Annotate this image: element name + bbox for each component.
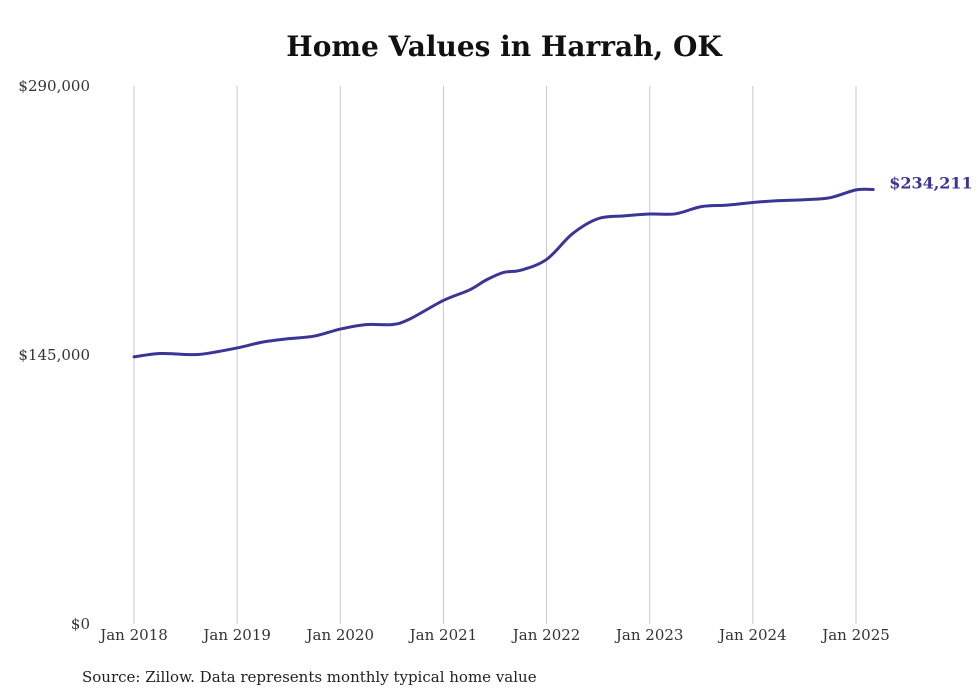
source-note: Source: Zillow. Data represents monthly … (82, 668, 537, 686)
y-tick-label: $145,000 (18, 346, 90, 364)
x-tick-label: Jan 2022 (511, 626, 581, 644)
series-line (132, 187, 875, 359)
x-tick-label: Jan 2018 (98, 626, 168, 644)
end-value-label: $234,211 (889, 173, 973, 192)
y-tick-label: $0 (71, 615, 90, 633)
x-tick-label: Jan 2025 (820, 626, 890, 644)
grid-layer (133, 86, 857, 624)
series-layer (132, 187, 875, 359)
x-tick-label: Jan 2024 (717, 626, 787, 644)
x-tick-label: Jan 2020 (305, 626, 375, 644)
x-tick-label: Jan 2023 (614, 626, 684, 644)
line-chart: $0$145,000$290,000 Jan 2018 Jan 2019 Jan 2… (18, 77, 973, 644)
chart-title: Home Values in Harrah, OK (286, 30, 722, 63)
y-axis: $0 $145,000 $290,000 (18, 77, 90, 633)
annotation-layer: $234,211 (889, 173, 973, 192)
y-tick-label: $290,000 (18, 77, 90, 95)
x-tick-label: Jan 2019 (201, 626, 271, 644)
x-axis: Jan 2018 Jan 2019 Jan 2020 Jan 2021 Jan 2022… (98, 626, 890, 644)
x-tick-label: Jan 2021 (408, 626, 478, 644)
